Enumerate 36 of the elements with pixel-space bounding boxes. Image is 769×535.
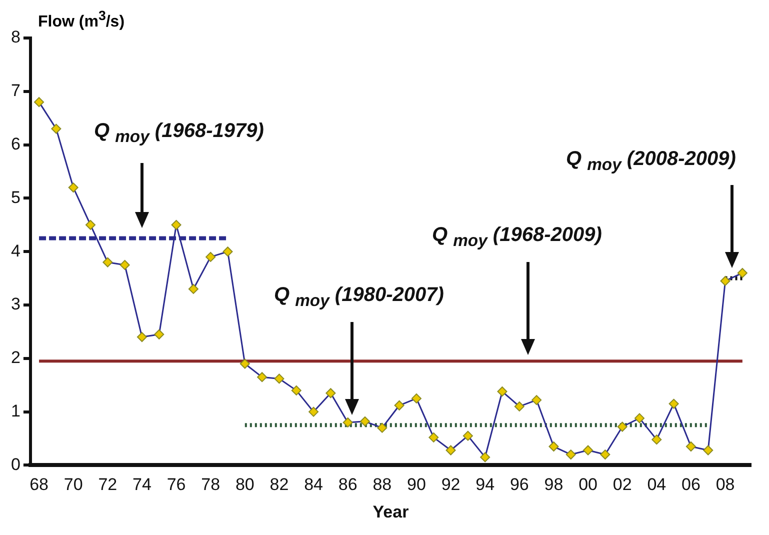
x-tick-label: 00 <box>578 475 598 494</box>
y-tick-label: 2 <box>10 348 20 368</box>
y-tick-label: 0 <box>10 454 20 474</box>
x-tick-label: 98 <box>544 475 564 494</box>
x-tick-label: 80 <box>235 475 254 494</box>
annotation: Q $_{moy}$ (1968-2009) <box>432 224 602 251</box>
y-tick-label: 3 <box>10 294 20 314</box>
x-tick-label: 92 <box>441 475 460 494</box>
x-tick-label: 04 <box>647 475 666 494</box>
x-tick-label: 06 <box>681 475 700 494</box>
y-tick-label: 7 <box>10 81 20 100</box>
x-tick-label: 76 <box>166 475 186 494</box>
x-tick-label: 08 <box>716 475 735 494</box>
y-tick-label: 8 <box>10 28 20 47</box>
x-tick-label: 68 <box>30 475 48 494</box>
x-tick-label: 84 <box>304 475 323 494</box>
x-tick-label: 96 <box>510 475 529 494</box>
x-tick-label: 86 <box>338 475 358 494</box>
x-tick-label: 74 <box>132 475 152 494</box>
x-tick-label: 94 <box>476 475 495 494</box>
x-tick-label: 72 <box>98 475 118 494</box>
y-tick-label: 6 <box>10 134 20 154</box>
x-tick-label: 90 <box>407 475 426 494</box>
x-tick-label: 88 <box>372 475 392 494</box>
annotation: Q $_{moy}$ (1968-1979) <box>94 120 264 147</box>
x-tick-label: 82 <box>270 475 289 494</box>
y-axis-title: Flow (m$^{3}$/s) <box>38 8 125 32</box>
y-tick-label: 5 <box>10 188 20 207</box>
annotation: Q $_{moy}$ (1980-2007) <box>274 284 444 311</box>
annotation: Q $_{moy}$ (2008-2009) <box>566 148 736 175</box>
x-axis-title: Year <box>372 502 410 522</box>
x-tick-label: 78 <box>201 475 220 494</box>
x-tick-label: 02 <box>612 475 632 494</box>
x-tick-label: 70 <box>64 475 83 494</box>
y-tick-label: 1 <box>10 401 20 420</box>
y-tick-label: 4 <box>10 241 20 260</box>
